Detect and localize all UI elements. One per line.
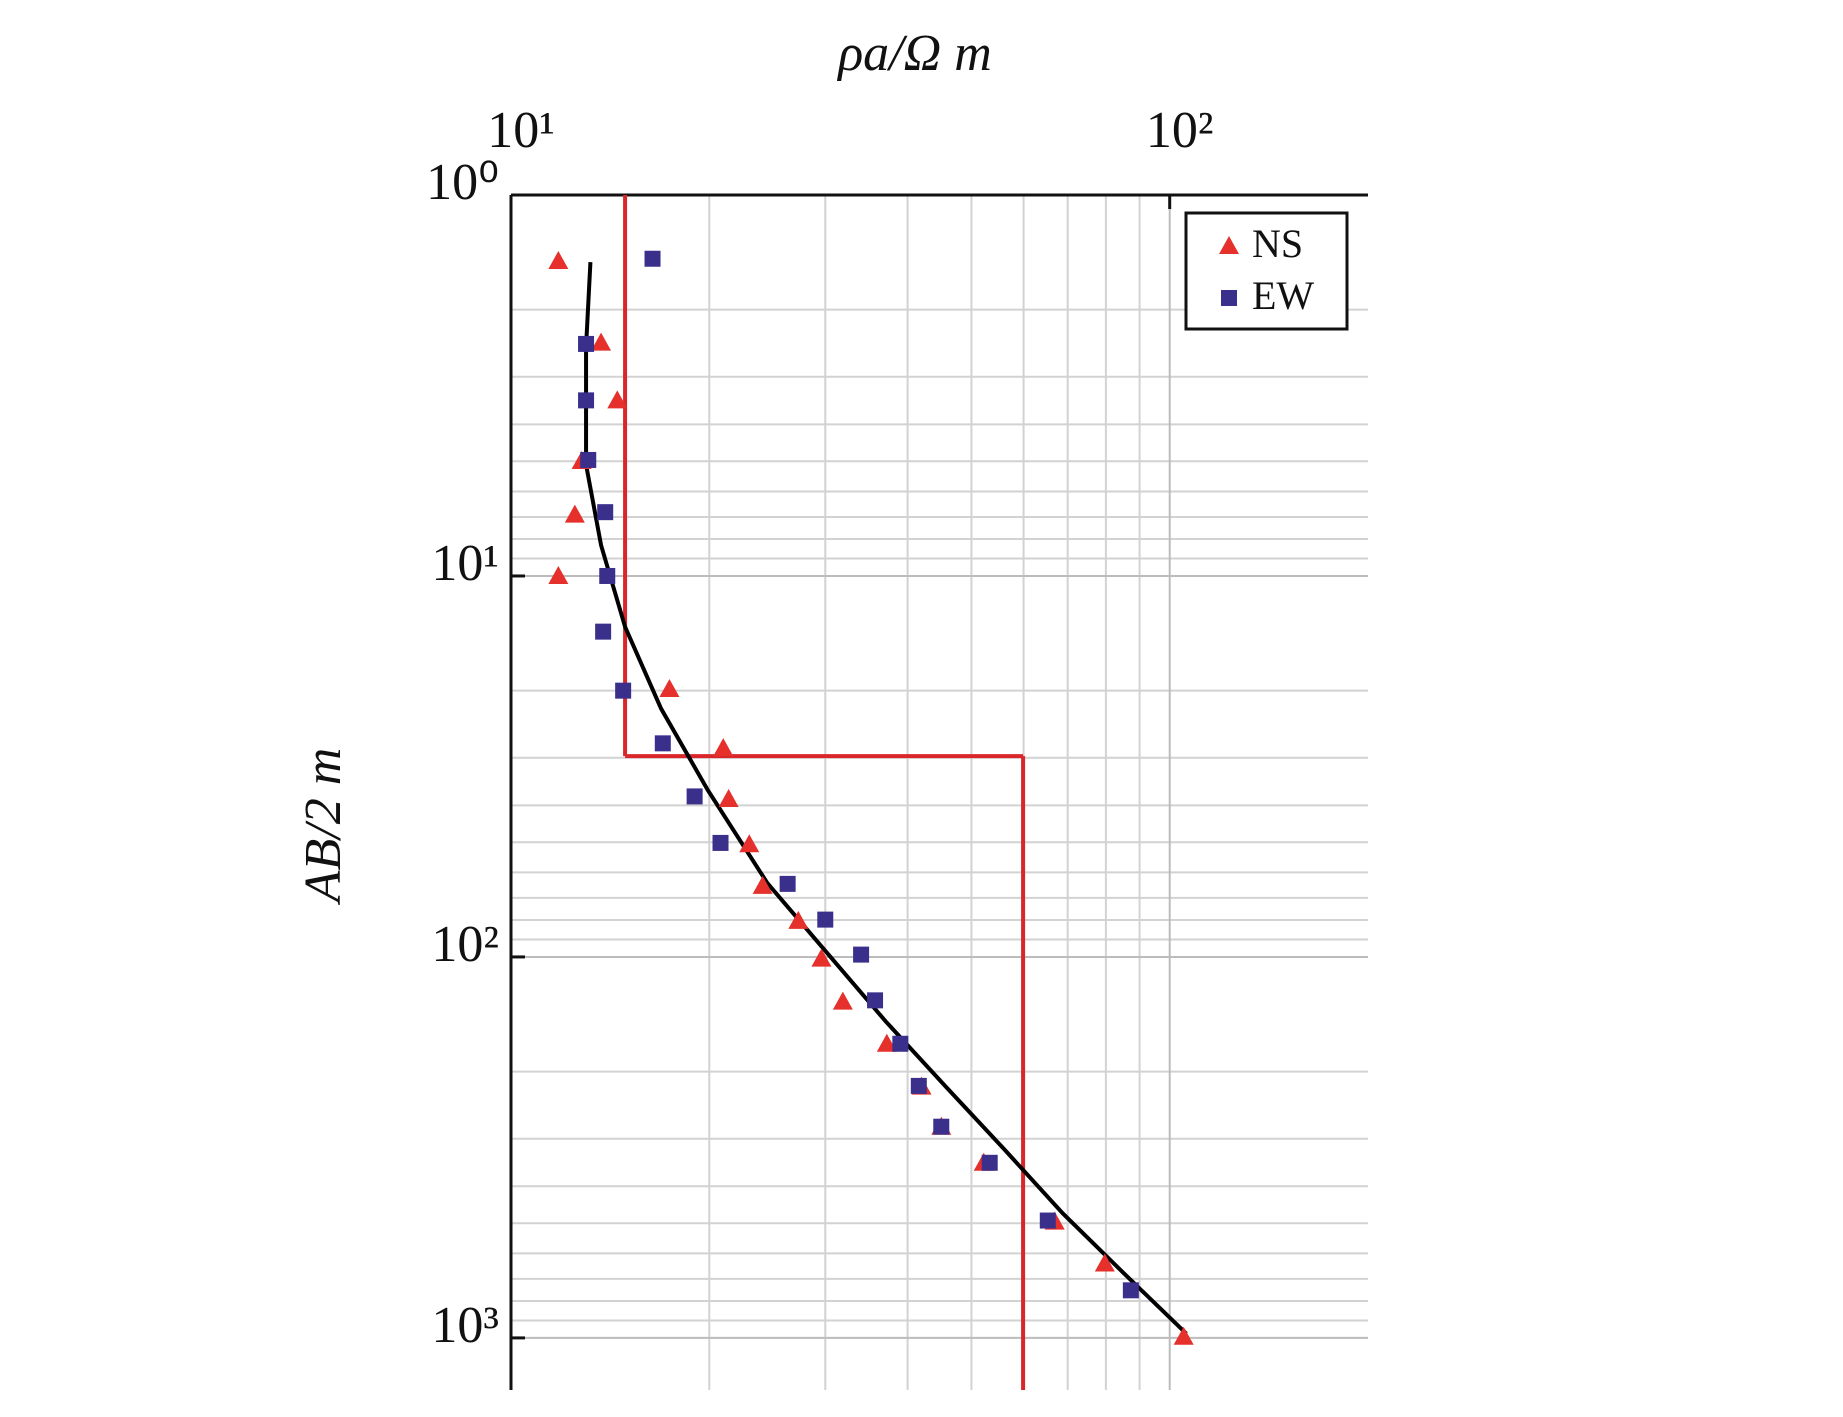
data-point xyxy=(591,332,612,351)
data-point xyxy=(867,992,884,1009)
data-point xyxy=(644,250,661,267)
data-point xyxy=(607,390,628,409)
data-point xyxy=(686,788,703,805)
data-point xyxy=(1039,1212,1056,1229)
data-point xyxy=(910,1077,927,1094)
data-point xyxy=(1094,1253,1115,1272)
data-point xyxy=(779,875,796,892)
data-point xyxy=(548,565,569,584)
x-tick-label: 10² xyxy=(1146,102,1214,159)
y-tick-label: 10¹ xyxy=(431,535,499,592)
data-point xyxy=(599,567,616,584)
data-point xyxy=(876,1033,897,1052)
data-point xyxy=(713,738,734,757)
data-point xyxy=(752,875,773,894)
data-point xyxy=(659,678,680,697)
data-point xyxy=(595,623,612,640)
data-point xyxy=(811,948,832,967)
data-point xyxy=(1122,1282,1139,1299)
data-point xyxy=(739,834,760,853)
data-point xyxy=(654,735,671,752)
y-tick-label: 10³ xyxy=(431,1297,499,1354)
legend-label: NS xyxy=(1252,221,1303,266)
legend-marker xyxy=(1221,290,1237,306)
data-point xyxy=(615,682,632,699)
data-point xyxy=(788,910,809,929)
y-axis-label: AB/2 m xyxy=(295,748,352,906)
data-point xyxy=(981,1154,998,1171)
data-point xyxy=(892,1035,909,1052)
data-point xyxy=(578,392,595,409)
data-point xyxy=(580,451,597,468)
data-point xyxy=(933,1118,950,1135)
data-point xyxy=(564,504,585,523)
data-point xyxy=(597,504,614,521)
fit-curve xyxy=(584,261,1188,1336)
data-point xyxy=(578,335,595,352)
data-point xyxy=(832,991,853,1010)
data-point xyxy=(1173,1326,1194,1345)
data-point xyxy=(548,250,569,269)
legend-box xyxy=(1184,211,1349,331)
y-tick-label: 10⁰ xyxy=(426,154,499,211)
legend-label: EW xyxy=(1252,273,1314,318)
data-point xyxy=(712,834,729,851)
data-point xyxy=(817,911,834,928)
y-tick-label: 10² xyxy=(431,916,499,973)
x-axis-label: ρa/Ω m xyxy=(836,25,992,82)
x-tick-label: 10¹ xyxy=(487,102,555,159)
data-point xyxy=(718,789,739,808)
data-point xyxy=(853,946,870,963)
legend-marker xyxy=(1219,236,1239,254)
